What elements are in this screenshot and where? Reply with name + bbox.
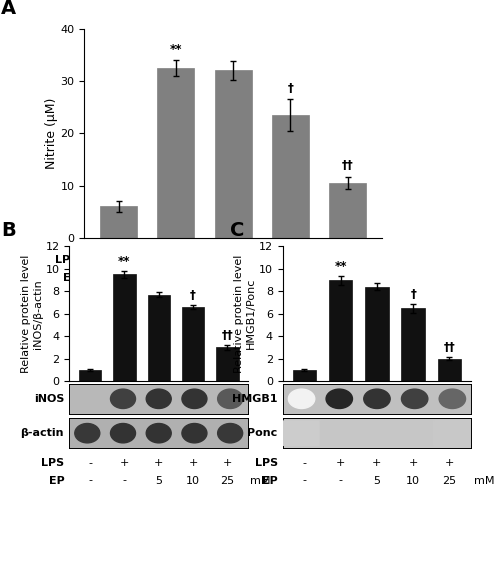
Ellipse shape bbox=[439, 389, 466, 409]
Text: 25: 25 bbox=[341, 273, 355, 284]
Bar bbox=[293, 370, 316, 381]
Text: A: A bbox=[1, 0, 16, 18]
Text: 25: 25 bbox=[442, 476, 456, 485]
Text: ††: †† bbox=[342, 159, 354, 172]
Bar bbox=[215, 70, 252, 238]
Text: B: B bbox=[1, 221, 16, 240]
Text: C: C bbox=[230, 221, 245, 240]
Text: mM: mM bbox=[250, 476, 271, 485]
Text: -: - bbox=[88, 458, 92, 468]
FancyBboxPatch shape bbox=[396, 421, 434, 445]
Bar bbox=[182, 307, 204, 381]
Text: -: - bbox=[174, 273, 178, 284]
Y-axis label: Nitrite (μM): Nitrite (μM) bbox=[45, 97, 58, 169]
Text: **: ** bbox=[118, 256, 130, 268]
FancyBboxPatch shape bbox=[434, 421, 471, 445]
Text: LPS: LPS bbox=[254, 458, 278, 468]
Text: -: - bbox=[303, 476, 307, 485]
Text: ††: †† bbox=[222, 329, 233, 343]
Bar bbox=[437, 359, 461, 381]
Bar bbox=[79, 370, 101, 381]
Ellipse shape bbox=[146, 423, 171, 443]
Text: iNOS: iNOS bbox=[34, 394, 64, 404]
Text: EP: EP bbox=[63, 273, 78, 284]
Bar bbox=[216, 347, 239, 381]
Bar bbox=[148, 295, 170, 381]
Text: -: - bbox=[339, 476, 343, 485]
Text: +: + bbox=[343, 254, 352, 265]
Text: +: + bbox=[445, 458, 454, 468]
Text: Ponc: Ponc bbox=[247, 428, 277, 438]
Bar bbox=[329, 183, 366, 238]
Ellipse shape bbox=[218, 389, 243, 409]
Bar bbox=[272, 115, 309, 238]
Text: β-actin: β-actin bbox=[20, 428, 64, 438]
Bar bbox=[329, 280, 353, 381]
Text: EP: EP bbox=[262, 476, 278, 485]
Text: †: † bbox=[287, 82, 293, 95]
Ellipse shape bbox=[401, 389, 428, 409]
Text: +: + bbox=[188, 458, 198, 468]
Text: HMGB1: HMGB1 bbox=[232, 394, 277, 404]
Text: +: + bbox=[120, 458, 129, 468]
Text: LPS: LPS bbox=[41, 458, 64, 468]
Text: ††: †† bbox=[443, 342, 455, 354]
Ellipse shape bbox=[182, 389, 207, 409]
Text: EP: EP bbox=[49, 476, 64, 485]
Text: -: - bbox=[88, 476, 92, 485]
Text: mM: mM bbox=[474, 476, 494, 485]
Text: +: + bbox=[229, 254, 238, 265]
Bar bbox=[100, 206, 137, 238]
Text: +: + bbox=[223, 458, 232, 468]
Text: +: + bbox=[154, 458, 163, 468]
Text: mM: mM bbox=[373, 273, 394, 284]
Ellipse shape bbox=[326, 389, 353, 409]
Text: 10: 10 bbox=[186, 476, 200, 485]
Text: 5: 5 bbox=[373, 476, 380, 485]
Ellipse shape bbox=[146, 389, 171, 409]
Bar bbox=[365, 286, 389, 381]
Text: +: + bbox=[372, 458, 381, 468]
Text: †: † bbox=[190, 289, 196, 302]
Ellipse shape bbox=[288, 389, 315, 409]
Ellipse shape bbox=[364, 389, 390, 409]
Bar bbox=[401, 308, 425, 381]
Text: 5: 5 bbox=[230, 273, 237, 284]
Text: +: + bbox=[336, 458, 345, 468]
Text: +: + bbox=[286, 254, 295, 265]
FancyBboxPatch shape bbox=[283, 421, 320, 445]
Ellipse shape bbox=[182, 423, 207, 443]
Text: -: - bbox=[123, 476, 126, 485]
Ellipse shape bbox=[111, 423, 135, 443]
Text: -: - bbox=[117, 254, 121, 265]
Ellipse shape bbox=[111, 389, 135, 409]
Text: **: ** bbox=[170, 43, 182, 56]
Text: **: ** bbox=[334, 260, 347, 273]
Text: LPS: LPS bbox=[56, 254, 78, 265]
Bar bbox=[113, 274, 135, 381]
Ellipse shape bbox=[218, 423, 243, 443]
Y-axis label: Relative protein level
iNOS/β-actin: Relative protein level iNOS/β-actin bbox=[21, 254, 43, 373]
FancyBboxPatch shape bbox=[320, 421, 358, 445]
Text: †: † bbox=[410, 288, 416, 301]
Text: -: - bbox=[117, 273, 121, 284]
Text: 10: 10 bbox=[283, 273, 297, 284]
Text: 5: 5 bbox=[155, 476, 162, 485]
Text: +: + bbox=[171, 254, 181, 265]
Bar bbox=[157, 68, 194, 238]
Text: +: + bbox=[409, 458, 418, 468]
FancyBboxPatch shape bbox=[358, 421, 396, 445]
Text: 10: 10 bbox=[406, 476, 420, 485]
Text: -: - bbox=[303, 458, 307, 468]
Ellipse shape bbox=[75, 423, 100, 443]
Y-axis label: Relative protein level
HMGB1/Ponc: Relative protein level HMGB1/Ponc bbox=[235, 254, 256, 373]
Text: 25: 25 bbox=[220, 476, 235, 485]
